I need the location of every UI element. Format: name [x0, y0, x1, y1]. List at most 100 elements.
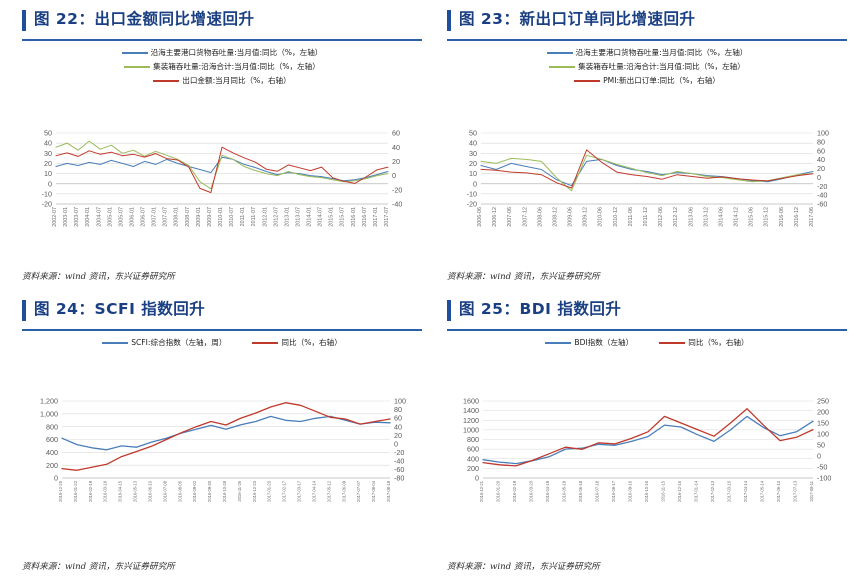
svg-text:2015-12: 2015-12: [764, 207, 770, 227]
svg-text:2006-01: 2006-01: [130, 207, 136, 227]
svg-text:2008-12: 2008-12: [553, 207, 559, 227]
legend-swatch-blue: [545, 341, 572, 345]
svg-text:2003-01: 2003-01: [63, 207, 69, 227]
svg-text:2016-08-05: 2016-08-05: [177, 480, 182, 502]
svg-text:400: 400: [46, 448, 58, 457]
svg-text:50: 50: [469, 129, 477, 138]
svg-text:2008-06: 2008-06: [537, 207, 543, 227]
svg-text:-20: -20: [42, 200, 52, 209]
svg-text:2016-02-19: 2016-02-19: [88, 480, 93, 502]
svg-text:2017-01-20: 2017-01-20: [267, 480, 272, 502]
svg-text:2012-07: 2012-07: [273, 207, 279, 227]
title-rule: [447, 39, 847, 41]
svg-text:1,200: 1,200: [40, 397, 58, 406]
legend-label: 出口金额:当月同比（%，右轴）: [182, 76, 291, 85]
svg-text:2015-07: 2015-07: [340, 207, 346, 227]
title-accent-bar: [22, 10, 26, 31]
svg-text:2016-04-19: 2016-04-19: [545, 480, 550, 502]
svg-text:2010-07: 2010-07: [229, 207, 235, 227]
legend-label: 集装箱吞吐量:沿海合计:当月值:同比（%，左轴）: [578, 62, 745, 71]
svg-text:2012-12: 2012-12: [673, 207, 679, 227]
svg-text:2017-06: 2017-06: [809, 207, 815, 227]
svg-text:2003-07: 2003-07: [74, 207, 80, 227]
svg-text:2014-06: 2014-06: [719, 207, 725, 227]
svg-text:2011-06: 2011-06: [628, 207, 634, 226]
svg-text:20: 20: [392, 157, 400, 166]
svg-text:2017-06-09: 2017-06-09: [341, 480, 346, 502]
legend-label: SCFI:综合指数（左轴，周）: [131, 338, 227, 347]
svg-text:0: 0: [54, 474, 58, 483]
chart-25-canvas: 1600140012001000800600400200025020015010…: [463, 397, 831, 502]
svg-text:2004-07: 2004-07: [96, 207, 102, 227]
svg-text:2009-06: 2009-06: [568, 207, 574, 227]
svg-text:200: 200: [467, 464, 479, 473]
title-accent-bar: [22, 300, 26, 321]
svg-text:2016-07-18: 2016-07-18: [595, 480, 600, 502]
legend-item: 同比（%，右轴）: [252, 337, 342, 349]
svg-text:0: 0: [392, 171, 396, 180]
legend-label: 同比（%，右轴）: [281, 338, 342, 347]
svg-text:1400: 1400: [463, 406, 479, 415]
svg-text:2017-08-11: 2017-08-11: [809, 480, 814, 501]
legend-swatch-red: [659, 341, 686, 345]
svg-text:2016-11-25: 2016-11-25: [237, 480, 242, 501]
svg-text:800: 800: [467, 435, 479, 444]
legend-swatch-green: [124, 65, 151, 69]
svg-text:2009-12: 2009-12: [583, 207, 589, 227]
svg-text:2012-01: 2012-01: [262, 207, 268, 227]
svg-text:200: 200: [46, 461, 58, 470]
svg-text:2016-10-16: 2016-10-16: [644, 480, 649, 502]
figure-panel-24: 图 24：SCFI 指数回升 SCFI:综合指数（左轴，周） 同比（%，右轴） …: [22, 298, 422, 572]
svg-text:80: 80: [817, 137, 825, 146]
svg-text:2008-01: 2008-01: [174, 207, 180, 227]
legend-item: 沿海主要港口货物吞吐量:当月值:同比（%，左轴）: [447, 47, 847, 59]
svg-text:20: 20: [817, 164, 825, 173]
svg-text:2009-01: 2009-01: [196, 207, 202, 227]
svg-text:100: 100: [394, 397, 406, 406]
svg-text:2016-01: 2016-01: [351, 207, 357, 227]
legend-item: 集装箱吞吐量:沿海合计:当月值:同比（%，左轴）: [447, 61, 847, 73]
svg-text:150: 150: [817, 419, 829, 428]
svg-text:2016-07-08: 2016-07-08: [162, 480, 167, 502]
svg-text:-20: -20: [394, 448, 404, 457]
svg-text:2006-06: 2006-06: [477, 207, 483, 227]
legend-item: 出口金额:当月同比（%，右轴）: [22, 75, 422, 87]
svg-text:30: 30: [469, 149, 477, 158]
svg-text:2017-03-15: 2017-03-15: [727, 480, 732, 502]
figure-25-header: 图 25：BDI 指数回升: [447, 298, 847, 328]
svg-text:2017-02-17: 2017-02-17: [282, 480, 287, 502]
svg-text:-20: -20: [467, 200, 477, 209]
legend-swatch-red: [574, 79, 601, 83]
legend-item: 集装箱吞吐量:沿海合计:当月值:同比（%，左轴）: [22, 61, 422, 73]
svg-text:2016-06-10: 2016-06-10: [148, 480, 153, 502]
svg-text:2007-12: 2007-12: [522, 207, 528, 227]
svg-text:2017-08-04: 2017-08-04: [371, 480, 376, 502]
svg-text:200: 200: [817, 408, 829, 417]
svg-text:2016-11-15: 2016-11-15: [661, 480, 666, 501]
svg-text:2017-06-13: 2017-06-13: [776, 480, 781, 502]
svg-text:2016-07: 2016-07: [362, 207, 368, 227]
svg-text:2005-01: 2005-01: [107, 207, 113, 227]
legend-swatch-blue: [121, 51, 148, 55]
svg-text:0: 0: [475, 474, 479, 483]
svg-text:2016-05-13: 2016-05-13: [133, 480, 138, 502]
chart-24-legend: SCFI:综合指数（左轴，周） 同比（%，右轴）: [22, 337, 422, 351]
svg-text:2014-01: 2014-01: [307, 207, 313, 227]
svg-text:2016-02-19: 2016-02-19: [512, 480, 517, 502]
svg-text:2013-06: 2013-06: [688, 207, 694, 227]
svg-text:2017-07: 2017-07: [384, 207, 390, 227]
figure-24-header: 图 24：SCFI 指数回升: [22, 298, 422, 328]
svg-text:-50: -50: [817, 463, 827, 472]
svg-text:2014-07: 2014-07: [318, 207, 324, 227]
svg-text:2017-02-13: 2017-02-13: [710, 480, 715, 502]
source-note: 资料来源：wind 资讯，东兴证券研究所: [22, 272, 175, 282]
svg-text:-40: -40: [392, 200, 402, 209]
figure-panel-22: 图 22：出口金额同比增速回升 沿海主要港口货物吞吐量:当月值:同比（%，左轴）…: [22, 8, 422, 282]
legend-item: BDI指数（左轴）: [545, 337, 633, 349]
svg-text:2011-07: 2011-07: [251, 207, 257, 226]
svg-text:0: 0: [817, 173, 821, 182]
svg-text:-60: -60: [817, 200, 827, 209]
svg-text:600: 600: [46, 435, 58, 444]
